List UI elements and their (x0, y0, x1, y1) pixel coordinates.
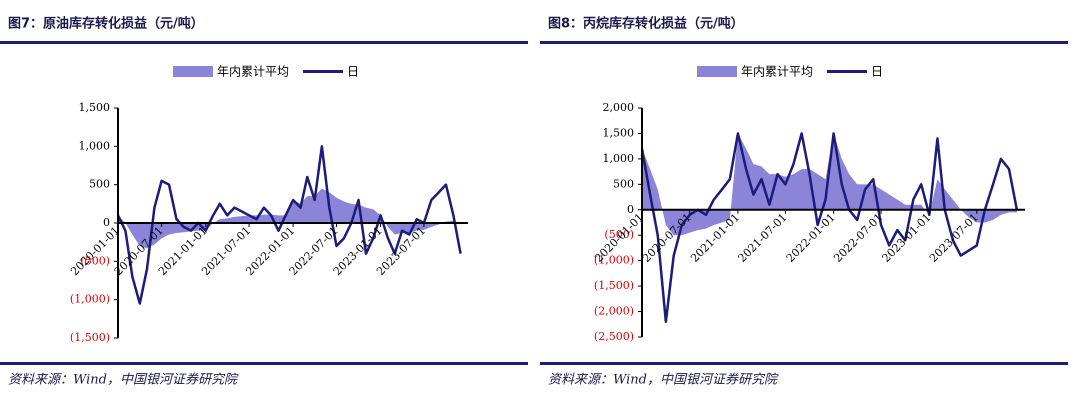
chart-panel: 图7：原油库存转化损益（元/吨） 资料来源：Wind，中国银河证券研究院 年内累计平… (0, 16, 528, 388)
legend-swatch (173, 66, 213, 77)
x-tick-label: 2023-07-01 (927, 211, 981, 265)
y-tick-label: (2,000) (594, 305, 634, 318)
y-tick-label: 1,500 (79, 101, 111, 114)
y-tick-label: 500 (613, 177, 634, 190)
x-tick-label: 2022-01-01 (784, 211, 838, 265)
legend-label: 日 (347, 65, 359, 79)
area (118, 188, 461, 249)
y-tick-label: (1,000) (594, 254, 634, 267)
legend-label: 日 (871, 65, 883, 79)
y-tick-label: 2,000 (603, 101, 635, 114)
y-tick-label: (500) (604, 228, 634, 241)
y-tick-label: 0 (627, 203, 634, 216)
y-tick-label: (1,500) (70, 331, 110, 344)
y-tick-label: (1,500) (594, 279, 634, 292)
legend-label: 年内累计平均 (217, 65, 289, 79)
header-rule (540, 41, 1068, 44)
line (640, 132, 1019, 323)
x-tick-label: 2023-01-01 (880, 211, 934, 265)
y-tick-label: 0 (103, 216, 110, 229)
x-tick-label: 2021-07-01 (736, 211, 790, 265)
y-tick-label: (2,500) (594, 330, 634, 343)
legend-label: 年内累计平均 (741, 65, 813, 79)
y-tick-label: 500 (89, 178, 110, 191)
y-tick-label: (500) (80, 254, 110, 267)
y-tick-label: 1,500 (603, 126, 635, 139)
source-note: 资料来源：Wind，中国银河证券研究院 (8, 372, 239, 388)
y-tick-label: 1,000 (603, 152, 635, 165)
chart-title: 图7：原油库存转化损益（元/吨） (8, 16, 204, 32)
footer-rule (0, 362, 528, 365)
y-tick-label: (1,000) (70, 293, 110, 306)
chart-panel: 图8：丙烷库存转化损益（元/吨） 资料来源：Wind，中国银河证券研究院 年内累计平… (540, 16, 1068, 388)
header-rule (0, 41, 528, 44)
area (642, 133, 1017, 236)
footer-rule (540, 362, 1068, 365)
chart-title: 图8：丙烷库存转化损益（元/吨） (548, 16, 744, 32)
line (116, 145, 462, 305)
legend-swatch (697, 66, 737, 77)
y-tick-label: 1,000 (79, 139, 111, 152)
source-note: 资料来源：Wind，中国银河证券研究院 (548, 372, 779, 388)
